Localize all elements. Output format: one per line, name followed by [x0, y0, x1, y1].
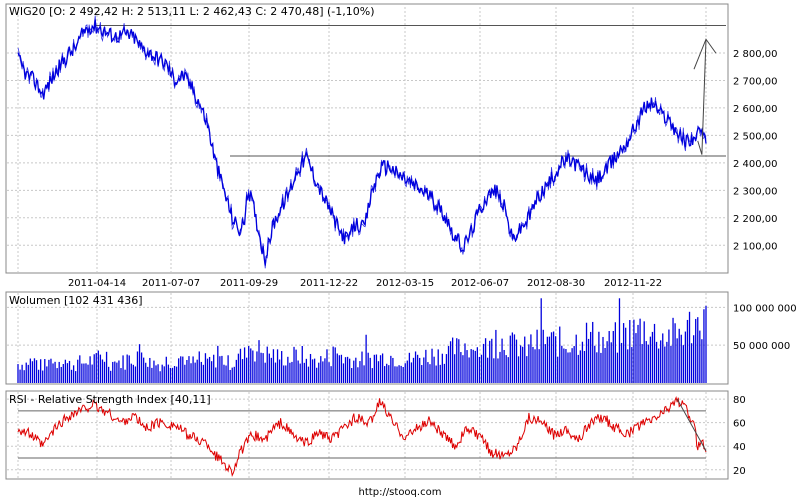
rsi-tick-label: 60: [733, 419, 746, 430]
date-tick-label: 2012-03-15: [376, 278, 434, 289]
price-tick-label: 2 100,00: [733, 241, 778, 252]
rsi-tick-label: 20: [733, 466, 746, 477]
volume-bars: [17, 298, 707, 383]
price-tick-label: 2 800,00: [733, 49, 778, 60]
date-tick-label: 2011-07-07: [142, 278, 200, 289]
date-tick-label: 2011-04-14: [68, 278, 126, 289]
date-tick-label: 2012-06-07: [451, 278, 509, 289]
projection-line: [697, 39, 707, 155]
date-tick-label: 2011-09-29: [220, 278, 278, 289]
footer-url[interactable]: http://stooq.com: [359, 487, 442, 498]
rsi-tick-label: 40: [733, 442, 746, 453]
volume-tick-label: 100 000 000: [733, 303, 797, 314]
rsi-tick-label: 80: [733, 395, 746, 406]
price-panel-frame: [5, 3, 729, 274]
rsi-trend-line: [676, 398, 707, 452]
price-panel-title: WIG20 [O: 2 492,42 H: 2 513,11 L: 2 462,…: [9, 5, 375, 18]
price-ohlc-trace: [17, 15, 707, 269]
rsi-panel-frame: [5, 390, 729, 480]
rsi-line: [17, 395, 707, 478]
date-tick-label: 2011-12-22: [300, 278, 358, 289]
price-series: [17, 15, 726, 269]
date-tick-label: 2012-11-22: [604, 278, 662, 289]
axis-labels: 2 100,00 2 200,00 2 300,00 2 400,00 2 500,00…: [68, 49, 797, 477]
price-tick-label: 2 300,00: [733, 186, 778, 197]
price-tick-label: 2 600,00: [733, 104, 778, 115]
price-tick-label: 2 500,00: [733, 131, 778, 142]
price-tick-label: 2 700,00: [733, 76, 778, 87]
rsi-series: [17, 395, 707, 478]
rsi-panel-title: RSI - Relative Strength Index [40,11]: [9, 393, 211, 406]
projection-arrow: [693, 38, 717, 70]
grid-lines: [7, 7, 727, 478]
price-tick-label: 2 200,00: [733, 214, 778, 225]
price-tick-label: 2 400,00: [733, 159, 778, 170]
volume-tick-label: 50 000 000: [733, 341, 790, 352]
date-tick-label: 2012-08-30: [527, 278, 585, 289]
volume-panel-title: Wolumen [102 431 436]: [9, 294, 143, 307]
